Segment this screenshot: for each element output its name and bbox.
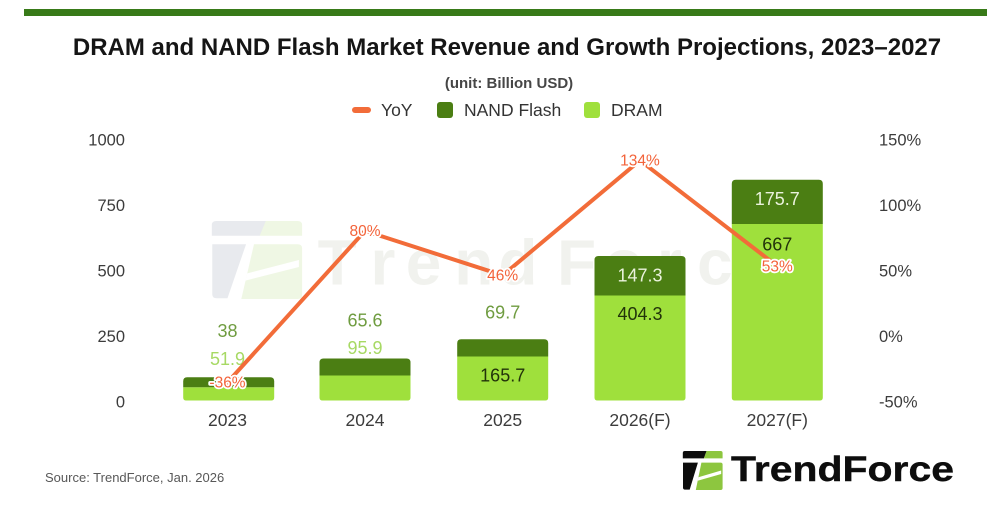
svg-text:2025: 2025 xyxy=(483,410,522,430)
svg-text:150%: 150% xyxy=(879,132,922,150)
svg-text:750: 750 xyxy=(97,197,125,215)
svg-text:65.6: 65.6 xyxy=(347,311,382,331)
svg-text:51.9: 51.9 xyxy=(210,349,245,369)
svg-text:2023: 2023 xyxy=(208,410,247,430)
svg-text:667: 667 xyxy=(762,235,792,255)
svg-text:69.7: 69.7 xyxy=(485,303,520,323)
svg-text:0%: 0% xyxy=(879,328,903,346)
svg-text:175.7: 175.7 xyxy=(755,189,800,209)
svg-text:2026(F): 2026(F) xyxy=(609,410,670,430)
svg-text:53%: 53% xyxy=(762,259,793,276)
svg-text:165.7: 165.7 xyxy=(480,366,525,386)
svg-text:38: 38 xyxy=(217,321,237,341)
svg-text:-50%: -50% xyxy=(879,393,918,411)
svg-text:95.9: 95.9 xyxy=(347,338,382,358)
svg-text:404.3: 404.3 xyxy=(617,304,662,324)
svg-text:-36%: -36% xyxy=(209,375,245,392)
svg-text:0: 0 xyxy=(116,393,125,411)
svg-text:2024: 2024 xyxy=(346,410,385,430)
svg-text:147.3: 147.3 xyxy=(617,266,662,286)
svg-text:80%: 80% xyxy=(349,223,380,240)
svg-text:2027(F): 2027(F) xyxy=(747,410,808,430)
svg-text:100%: 100% xyxy=(879,197,922,215)
svg-text:500: 500 xyxy=(97,263,125,281)
svg-text:46%: 46% xyxy=(487,268,518,285)
svg-text:134%: 134% xyxy=(620,153,660,170)
svg-text:250: 250 xyxy=(97,328,125,346)
svg-text:50%: 50% xyxy=(879,263,912,281)
svg-text:1000: 1000 xyxy=(88,132,125,150)
